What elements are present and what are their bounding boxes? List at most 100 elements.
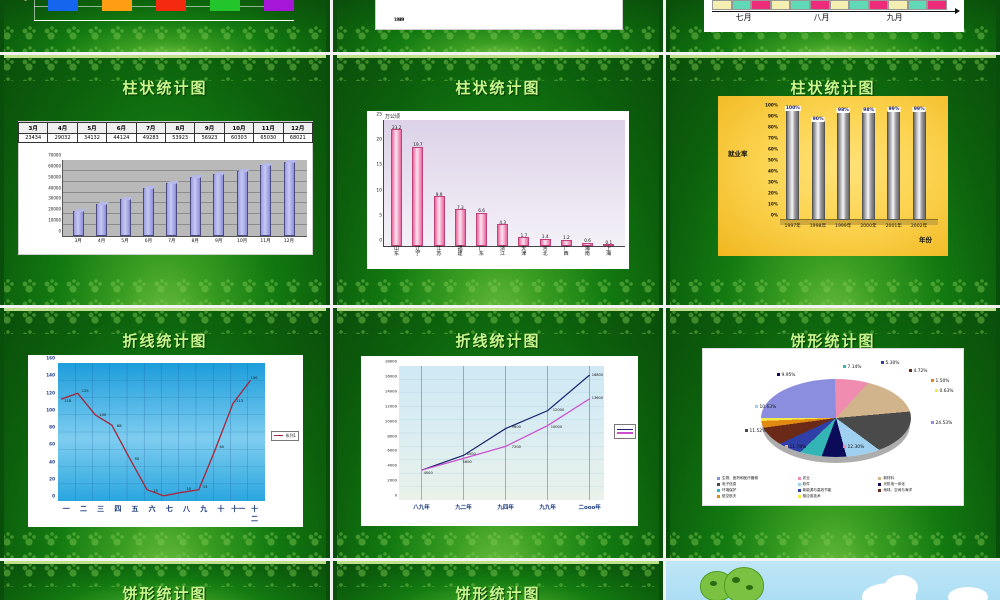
y-tick: 0 bbox=[52, 493, 55, 499]
x-tick: 8月 bbox=[191, 239, 199, 244]
x-tick: 九 bbox=[200, 505, 208, 513]
data-label: 100 bbox=[99, 412, 107, 417]
paw-pattern-bottom bbox=[333, 530, 663, 558]
legend-item: 新能源与高效节能 bbox=[797, 488, 875, 493]
x-label-2: 10-11时 bbox=[91, 0, 112, 1]
leaf-dot bbox=[746, 585, 753, 590]
legend-item: 软件 bbox=[797, 482, 875, 487]
x-tick: 五 bbox=[131, 505, 139, 513]
line-series-svg bbox=[58, 363, 265, 501]
y-tick: 60000 bbox=[48, 163, 61, 169]
table-cell: 60303 bbox=[223, 133, 255, 143]
bar-zhejiang: 4.3 bbox=[497, 220, 509, 246]
bar-value: 0.6 bbox=[584, 238, 591, 244]
bar-value: 9.9 bbox=[435, 191, 443, 197]
table-header-cell: 6月 bbox=[106, 122, 137, 134]
x-label-1959: 1959 bbox=[394, 17, 405, 22]
chart-legend: 系列1 bbox=[271, 430, 299, 441]
bar-2002: 99% bbox=[912, 107, 926, 220]
y-tick: 40000 bbox=[48, 185, 61, 191]
slide-title: 饼形统计图 bbox=[790, 332, 876, 350]
slide-thumbnail-11[interactable]: 饼形统计图 bbox=[333, 561, 663, 600]
pie-label-9: 4.72% bbox=[909, 369, 927, 374]
bar-4yue bbox=[96, 204, 108, 236]
x-tick: 福建 bbox=[457, 246, 463, 258]
y-tick: 2000 bbox=[387, 477, 397, 483]
bar-shandong: 23.2 bbox=[391, 125, 403, 246]
table-header-cell: 7月 bbox=[135, 122, 166, 134]
month-label-3: 九月 bbox=[886, 13, 903, 22]
legend-swatch-series1 bbox=[617, 429, 633, 431]
bar-5 bbox=[264, 0, 294, 11]
chart-panel: 7.14% 5.30% 4.72% 1.50% 0.63% 24.53% 12.… bbox=[702, 348, 964, 506]
slide-thumbnail-4[interactable]: 柱状统计图 3月 4月 5月 6月 7月 8月 9月 10月 11月 12月 2… bbox=[0, 55, 330, 305]
slide-thumbnail-8[interactable]: 折线统计图 bbox=[333, 308, 663, 558]
slide-right-edge bbox=[996, 0, 1000, 52]
x-tick: 九九年 bbox=[539, 505, 556, 511]
x-tick: 一 bbox=[62, 505, 70, 513]
bar-value: 4.3 bbox=[499, 219, 507, 225]
y-tick: 40 bbox=[49, 459, 55, 464]
bar-value: 98% bbox=[862, 108, 876, 114]
table-cell: 49283 bbox=[135, 133, 166, 143]
data-label: 13 bbox=[202, 484, 208, 489]
plot-area: 0 5 10 15 20 25 23.2 19.7 9.9 7.3 6.6 4.… bbox=[376, 113, 625, 257]
bar-liaoning: 19.7 bbox=[412, 142, 424, 246]
x-tick: 3月 bbox=[74, 239, 82, 244]
bar-5yue bbox=[119, 198, 131, 236]
bar-value: 23.2 bbox=[392, 124, 402, 130]
month-strip-panel: 七月 八月 九月 bbox=[704, 0, 964, 32]
slide-right-edge bbox=[659, 55, 663, 305]
bar-2000: 98% bbox=[862, 108, 876, 220]
slide-thumbnail-9[interactable]: 饼形统计图 7.14% 5.30% 4.72% 1.50% 0.63% 24.5… bbox=[666, 308, 1000, 558]
chart-panel: 1919 1929 1939 1949 1959 1969 1979 1989 … bbox=[375, 0, 623, 30]
slide-top-border bbox=[0, 561, 330, 564]
slide-thumbnail-1[interactable]: 2 1 0 11时以上 10-11时 9-10时 8-9时 8时以下 bbox=[0, 0, 330, 52]
slide-thumbnail-3[interactable]: 七月 八月 九月 bbox=[666, 0, 1000, 52]
x-tick: 12月 bbox=[283, 239, 295, 244]
bar-value: 99% bbox=[912, 107, 926, 113]
x-label-4: 8-9时 bbox=[206, 0, 220, 1]
slide-right-edge bbox=[326, 561, 330, 600]
y-tick: 100 bbox=[46, 407, 55, 413]
y-tick: 4000 bbox=[387, 462, 397, 468]
y-tick: 8000 bbox=[387, 433, 397, 439]
x-tick: 四 bbox=[114, 505, 122, 513]
slide-thumbnail-7[interactable]: 折线统计图 bbox=[0, 308, 330, 558]
y-tick: 10000 bbox=[384, 418, 397, 423]
data-label: 10000 bbox=[550, 424, 563, 429]
y-axis-title: 就业率 bbox=[728, 150, 748, 158]
x-tick: 1999年 bbox=[835, 224, 852, 229]
x-tick: 江苏 bbox=[436, 246, 442, 258]
bar-value: 98% bbox=[836, 108, 850, 114]
data-label: 10 bbox=[186, 487, 191, 492]
y-tick: 100% bbox=[765, 102, 778, 108]
slide-title: 饼形统计图 bbox=[455, 585, 541, 600]
slide-thumbnail-6[interactable]: 柱状统计图 就业率 年份 0% 10% 20% 30% 40% 50% 60% … bbox=[666, 55, 1000, 305]
bar-1998: 90% bbox=[811, 117, 825, 220]
slide-thumbnail-10[interactable]: 饼形统计图 bbox=[0, 561, 330, 600]
pie-label-6: 9.95% bbox=[777, 373, 795, 378]
slide-thumbnail-12[interactable] bbox=[666, 561, 1000, 600]
slide-thumbnail-2[interactable]: 1919 1929 1939 1949 1959 1969 1979 1989 … bbox=[333, 0, 663, 52]
paw-pattern-bottom bbox=[666, 277, 1000, 305]
slide-top-border bbox=[0, 55, 330, 58]
slide-top-border bbox=[333, 561, 663, 564]
y-tick: 140 bbox=[46, 372, 55, 378]
y-tick: 70000 bbox=[48, 152, 61, 158]
data-label: 118 bbox=[64, 399, 72, 404]
slide-top-border bbox=[666, 55, 1000, 58]
table-cell: 65030 bbox=[253, 133, 284, 143]
month-label-2: 八月 bbox=[813, 13, 830, 22]
bar-1999: 98% bbox=[836, 108, 850, 220]
x-label-1939: 1939 bbox=[394, 17, 405, 22]
tree-bush-2 bbox=[724, 567, 764, 600]
bar-chart-partial: 2 1 0 11时以上 10-11时 9-10时 8-9时 8时以下 bbox=[24, 0, 294, 25]
x-tick: 六 bbox=[148, 505, 156, 513]
data-label: 13600 bbox=[591, 395, 604, 400]
y-tick: 0% bbox=[770, 212, 778, 218]
legend-item: 新材料 bbox=[878, 476, 955, 481]
slide-thumbnail-5[interactable]: 柱状统计图 万公顷 0 5 10 15 20 25 23.2 19.7 9.9 … bbox=[333, 55, 663, 305]
y-tick: 10% bbox=[767, 201, 778, 207]
paw-pattern bbox=[666, 308, 1000, 334]
